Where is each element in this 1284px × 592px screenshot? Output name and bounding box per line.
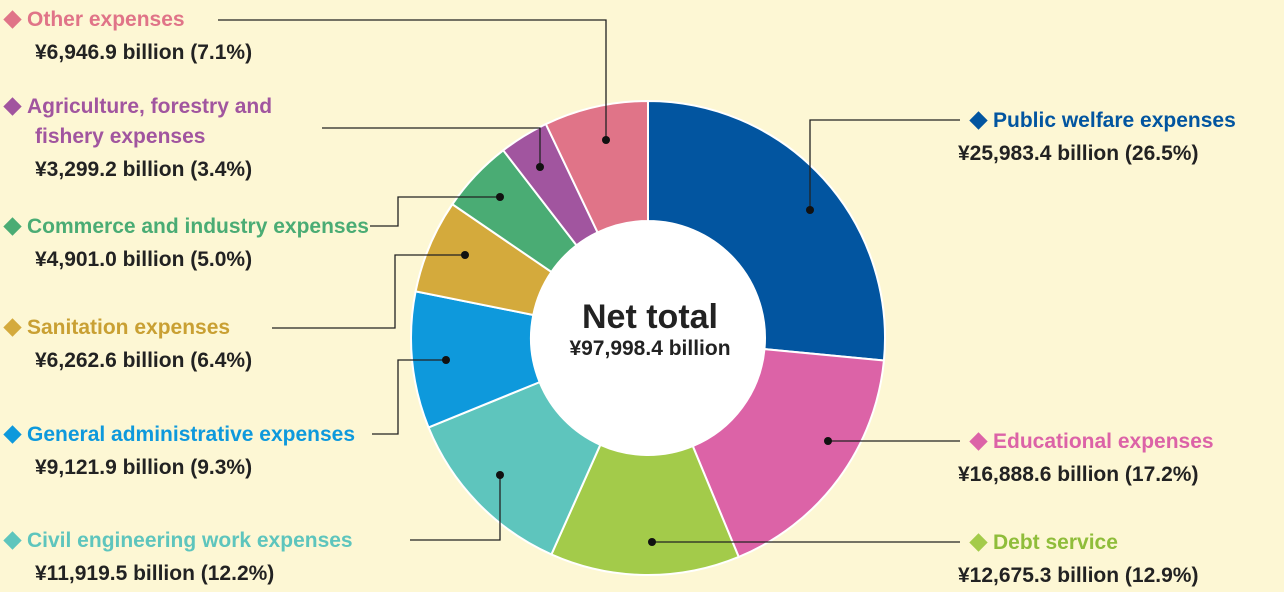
center-total: ¥97,998.4 billion [569,337,731,360]
leader-line-civil-engineering [410,475,501,541]
slice-name: Sanitation expenses [27,316,231,339]
diamond-icon [3,10,22,29]
label-civil-engineering: Civil engineering work expenses ¥11,919.… [2,527,353,587]
label-agriculture: Agriculture, forestry and fishery expens… [2,93,272,183]
leader-line-sanitation [272,254,465,329]
diamond-icon [3,425,22,444]
leader-dot-commerce [496,193,504,201]
center-label: Net total ¥97,998.4 billion [530,298,770,362]
slice-value: ¥11,919.5 billion (12.2%) [35,562,275,585]
leader-line-public-welfare [809,119,960,210]
center-title: Net total [582,298,718,336]
slice-name: Commerce and industry expenses [27,215,369,238]
diamond-icon [3,318,22,337]
slice-value: ¥12,675.3 billion (12.9%) [958,564,1199,587]
leader-dot-sanitation [461,251,469,259]
leader-dot-debt-service [648,538,656,546]
leader-line-commerce [370,196,500,227]
slice-value: ¥25,983.4 billion (26.5%) [958,142,1199,165]
slice-name: Educational expenses [993,430,1214,453]
label-general-admin: General administrative expenses ¥9,121.9… [2,421,355,481]
slice-value: ¥6,262.6 billion (6.4%) [35,349,253,372]
label-sanitation: Sanitation expenses ¥6,262.6 billion (6.… [2,314,252,374]
slice-name: General administrative expenses [27,423,355,446]
diamond-icon [3,531,22,550]
donut-hole [531,221,765,455]
slice-value: ¥3,299.2 billion (3.4%) [35,158,253,181]
diamond-icon [969,432,988,451]
leader-dot-general-admin [442,356,450,364]
diamond-icon [969,533,988,552]
leader-line-general-admin [372,359,446,435]
slice-value: ¥6,946.9 billion (7.1%) [35,41,253,64]
leader-dot-public-welfare [806,206,814,214]
slice-name: Public welfare expenses [993,109,1236,132]
label-debt-service: Debt service ¥12,675.3 billion (12.9%) [958,529,1198,589]
leader-dot-civil-engineering [496,471,504,479]
slice-value: ¥9,121.9 billion (9.3%) [35,456,253,479]
diamond-icon [3,217,22,236]
label-commerce: Commerce and industry expenses ¥4,901.0 … [2,213,369,273]
leader-dot-other [602,136,610,144]
slice-value: ¥16,888.6 billion (17.2%) [958,463,1199,486]
slice-name: Civil engineering work expenses [27,529,353,552]
label-public-welfare: Public welfare expenses ¥25,983.4 billio… [958,107,1236,167]
slice-name: Other expenses [27,8,185,31]
leader-dot-agriculture [536,163,544,171]
slice-value: ¥4,901.0 billion (5.0%) [35,248,253,271]
slice-name-line-1: Agriculture, forestry and [27,95,273,118]
label-educational: Educational expenses ¥16,888.6 billion (… [958,428,1214,488]
leader-dot-educational [824,437,832,445]
slice-name: Debt service [993,531,1118,554]
leader-line-agriculture [322,127,541,167]
diamond-icon [969,111,988,130]
diamond-icon [3,97,22,116]
leader-line-other [218,19,607,140]
label-other: Other expenses ¥6,946.9 billion (7.1%) [2,6,252,66]
slice-name-line-2: fishery expenses [35,125,206,148]
